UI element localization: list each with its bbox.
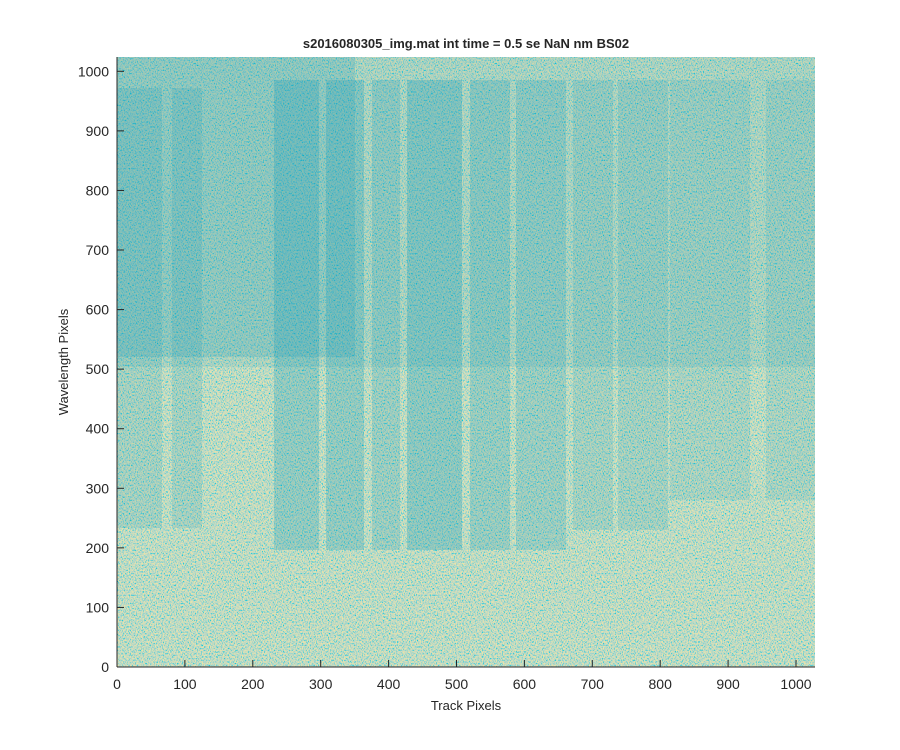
x-axis-label: Track Pixels [431,698,502,713]
x-tick-label: 0 [113,676,121,692]
y-tick-label: 900 [86,123,110,139]
x-tick-label: 700 [581,676,605,692]
x-tick-label: 200 [241,676,265,692]
x-tick-label: 500 [445,676,469,692]
y-tick-label: 800 [86,182,110,198]
y-axis-label: Wavelength Pixels [56,308,71,415]
axes [116,57,815,668]
x-tick-label: 400 [377,676,401,692]
y-tick-label: 100 [86,599,110,615]
y-tick-label: 300 [86,480,110,496]
x-tick-label: 100 [173,676,197,692]
x-tick-label: 1000 [780,676,811,692]
chart-title: s2016080305_img.mat int time = 0.5 se Na… [303,36,629,51]
y-tick-label: 700 [86,242,110,258]
x-tick-label: 300 [309,676,333,692]
y-tick-label: 0 [101,659,109,675]
y-tick-label: 600 [86,302,110,318]
y-tick-label: 200 [86,540,110,556]
x-tick-label: 800 [649,676,673,692]
y-tick-label: 400 [86,421,110,437]
image [117,57,815,667]
image-bands [117,57,815,550]
x-tick-label: 900 [716,676,740,692]
y-tick-label: 1000 [78,63,109,79]
x-tick-label: 600 [513,676,537,692]
y-tick-label: 500 [86,361,110,377]
